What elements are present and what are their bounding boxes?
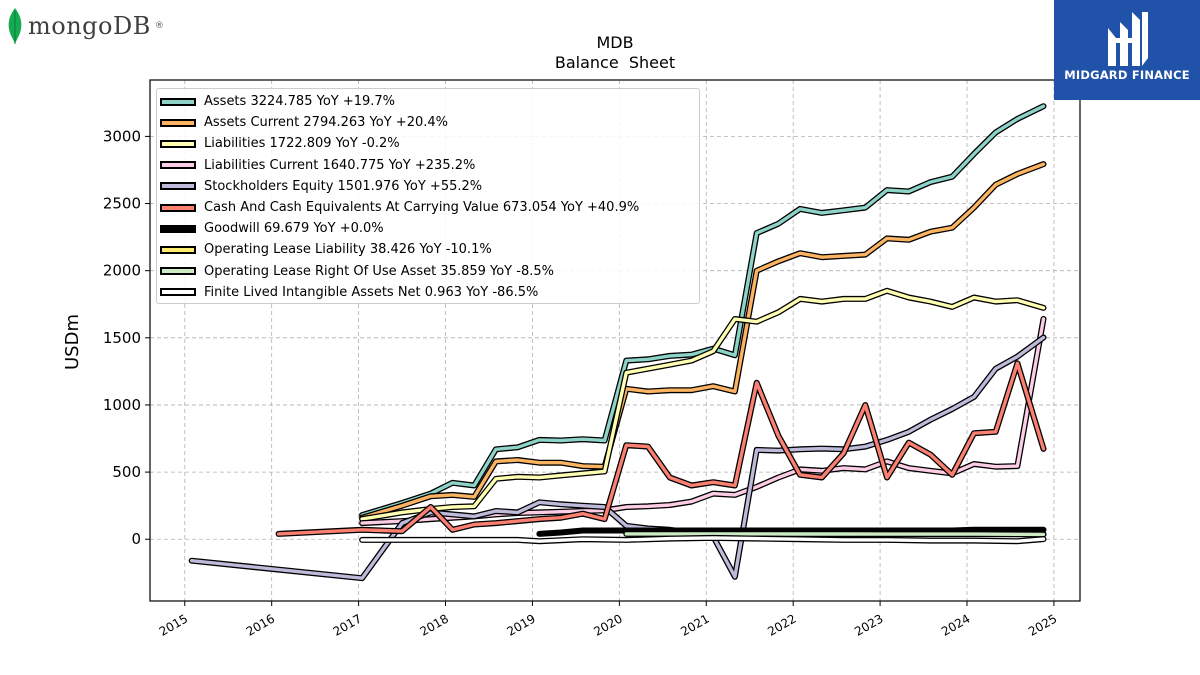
legend-item: Stockholders Equity 1501.976 YoY +55.2% — [157, 176, 699, 197]
series-liabilities — [359, 287, 1047, 523]
legend-label: Finite Lived Intangible Assets Net 0.963… — [204, 284, 539, 300]
x-tick-label: 2015 — [157, 611, 190, 638]
x-tick-label: 2018 — [418, 611, 451, 638]
legend-item: Cash And Cash Equivalents At Carrying Va… — [157, 197, 699, 218]
legend-item: Assets Current 2794.263 YoY +20.4% — [157, 112, 699, 133]
midgard-finance-logo: MIDGARD FINANCE — [1054, 0, 1200, 100]
x-tick-label: 2021 — [678, 611, 711, 638]
legend-swatch — [160, 97, 196, 106]
legend-swatch — [160, 182, 196, 191]
legend-item: Finite Lived Intangible Assets Net 0.963… — [157, 282, 699, 303]
chart-subtitle: Balance Sheet — [555, 53, 675, 72]
x-tick-label: 2017 — [331, 611, 364, 638]
x-tick-label: 2016 — [244, 611, 277, 638]
midgard-monogram-icon — [1108, 12, 1148, 66]
legend-swatch — [160, 203, 196, 212]
legend-label: Assets 3224.785 YoY +19.7% — [204, 94, 396, 110]
y-tick-label: 3000 — [103, 127, 141, 145]
series-line — [360, 536, 1046, 543]
legend-item: Goodwill 69.679 YoY +0.0% — [157, 218, 699, 239]
legend-label: Liabilities Current 1640.775 YoY +235.2% — [204, 157, 476, 173]
y-tick-label: 0 — [131, 530, 141, 548]
series-lines — [188, 103, 1047, 582]
legend-swatch — [160, 224, 196, 233]
series-liabilities-current — [359, 315, 1047, 527]
chart-title: MDB — [596, 33, 633, 52]
y-tick-label: 500 — [112, 463, 141, 481]
series-line — [360, 317, 1046, 525]
legend-label: Operating Lease Right Of Use Asset 35.85… — [204, 263, 554, 279]
series-line — [276, 361, 1046, 536]
legend-label: Operating Lease Liability 38.426 YoY -10… — [204, 242, 492, 258]
x-tick-label: 2022 — [765, 611, 798, 638]
plot-frame — [149, 79, 1081, 602]
x-tick-label: 2024 — [939, 611, 972, 638]
legend-swatch — [160, 139, 196, 148]
legend-label: Goodwill 69.679 YoY +0.0% — [204, 221, 384, 237]
series-cash-and-cash-equivalents-at-carrying-value — [275, 360, 1047, 537]
legend-item: Liabilities 1722.809 YoY -0.2% — [157, 133, 699, 154]
legend-swatch — [160, 288, 196, 297]
legend-swatch — [160, 161, 196, 170]
chart-legend: Assets 3224.785 YoY +19.7% Assets Current… — [156, 88, 700, 304]
legend-label: Liabilities 1722.809 YoY -0.2% — [204, 136, 400, 152]
legend-swatch — [160, 118, 196, 127]
x-tick-label: 2025 — [1026, 611, 1059, 638]
x-tick-label: 2023 — [852, 611, 885, 638]
y-tick-label: 1000 — [103, 396, 141, 414]
y-tick-label: 1500 — [103, 329, 141, 347]
y-tick-label: 2000 — [103, 262, 141, 280]
leaf-icon — [8, 8, 22, 44]
legend-label: Cash And Cash Equivalents At Carrying Va… — [204, 200, 640, 216]
y-axis-label: USDm — [62, 314, 83, 370]
mongodb-wordmark: mongoDB — [28, 12, 151, 40]
series-finite-lived-intangible-assets-net — [359, 534, 1047, 545]
y-tick-label: 2500 — [103, 195, 141, 213]
legend-item: Assets 3224.785 YoY +19.7% — [157, 91, 699, 112]
series-line — [360, 289, 1046, 521]
midgard-finance-wordmark: MIDGARD FINANCE — [1064, 68, 1190, 82]
legend-swatch — [160, 245, 196, 254]
x-tick-label: 2020 — [591, 611, 624, 638]
series-operating-lease-right-of-use-asset — [623, 530, 1047, 538]
legend-label: Stockholders Equity 1501.976 YoY +55.2% — [204, 178, 483, 194]
series-line — [624, 532, 1046, 537]
x-tick-label: 2019 — [504, 611, 537, 638]
legend-item: Operating Lease Liability 38.426 YoY -10… — [157, 239, 699, 260]
mongodb-logo: mongoDB ® — [6, 6, 164, 46]
series-line — [360, 162, 1046, 520]
legend-label: Assets Current 2794.263 YoY +20.4% — [204, 115, 448, 131]
legend-swatch — [160, 267, 196, 276]
series-assets-current — [359, 161, 1047, 521]
registered-mark: ® — [154, 21, 164, 31]
legend-item: Operating Lease Right Of Use Asset 35.85… — [157, 261, 699, 282]
legend-item: Liabilities Current 1640.775 YoY +235.2% — [157, 155, 699, 176]
